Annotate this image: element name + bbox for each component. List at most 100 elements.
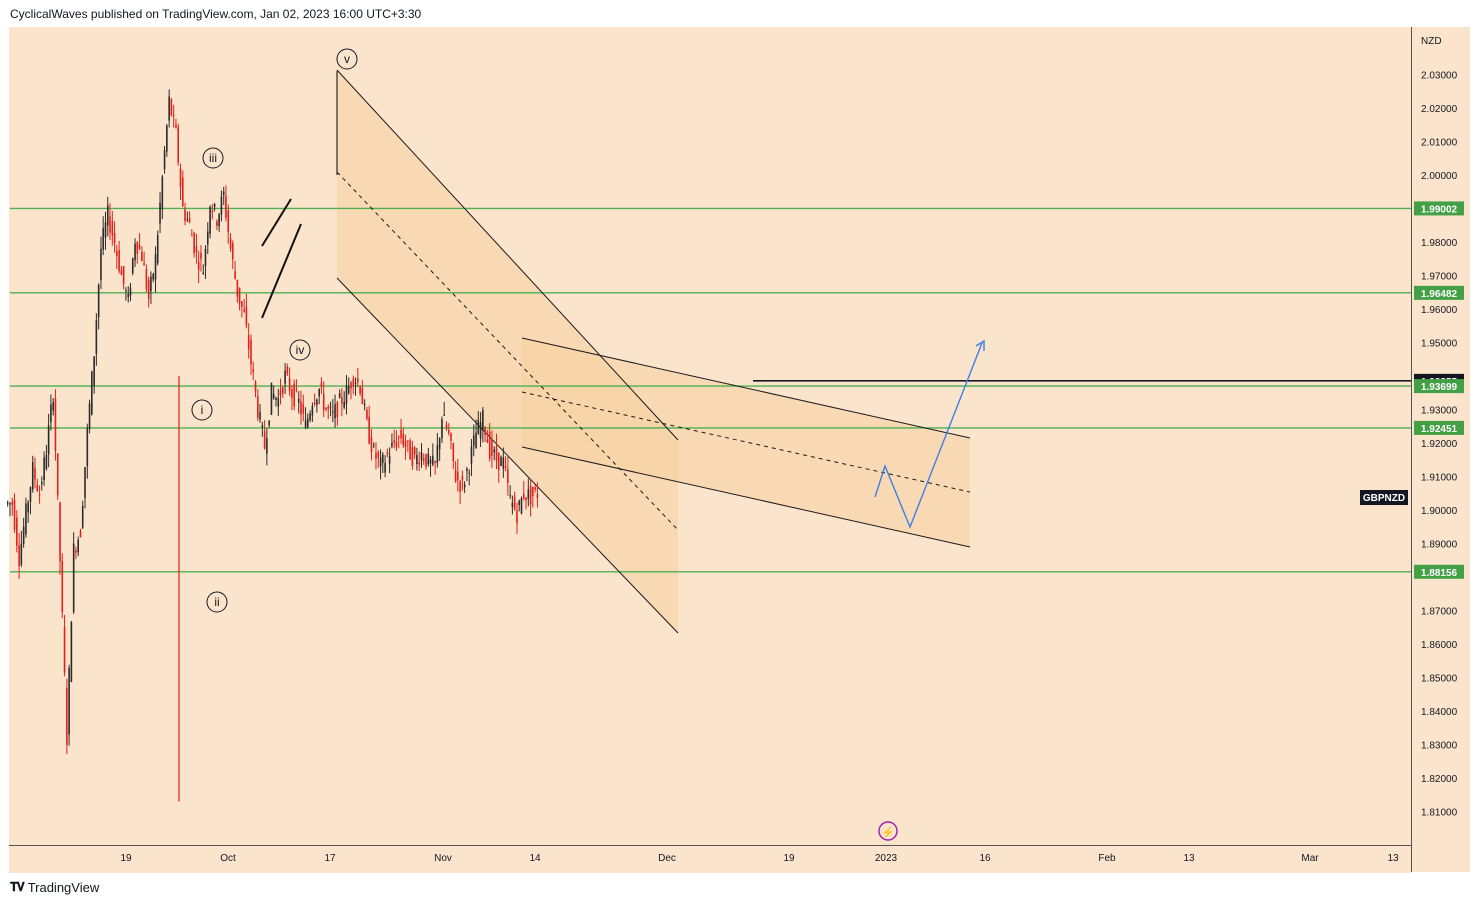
y-tick-label: 1.98000 — [1421, 238, 1458, 249]
candle-body — [507, 469, 509, 483]
candle-body — [382, 454, 384, 463]
y-tick-label: 2.02000 — [1421, 104, 1458, 115]
candle-body — [145, 269, 148, 289]
level-badge-label-5: 1.88156 — [1421, 568, 1458, 579]
candle-body — [91, 371, 93, 415]
wave-label-iii: iii — [209, 151, 217, 165]
wave-label-ii: ii — [214, 595, 219, 609]
candle-body — [329, 406, 332, 408]
level-badge-label-1: 1.96482 — [1421, 289, 1458, 300]
lightning-icon-ring — [878, 821, 898, 841]
wave-circle-ii — [206, 591, 228, 613]
candle-body — [238, 287, 241, 304]
candle-body — [395, 441, 398, 448]
candle-body — [16, 517, 18, 546]
candle-body — [416, 455, 418, 464]
candle-body — [277, 398, 280, 407]
y-tick-label: 1.97000 — [1421, 272, 1458, 283]
candle-body — [384, 462, 386, 473]
candle-body — [166, 125, 168, 152]
candle-body — [347, 386, 350, 394]
candle-body — [61, 561, 64, 612]
candle-body — [225, 195, 227, 218]
candle-body — [366, 409, 368, 419]
candle-body — [520, 497, 523, 514]
candle-body — [354, 383, 357, 385]
candle-body — [359, 386, 361, 394]
candle-body — [391, 442, 393, 447]
x-tick-label: 13 — [1183, 853, 1195, 864]
y-tick-label: 2.00000 — [1421, 171, 1458, 182]
time-axis[interactable] — [9, 845, 1411, 873]
candle-body — [38, 494, 41, 496]
candle-body — [245, 306, 248, 326]
candle-body — [322, 393, 325, 410]
publish-header: CyclicalWaves published on TradingView.c… — [10, 7, 422, 21]
y-tick-label: 1.91000 — [1421, 473, 1458, 484]
candle-body — [120, 270, 123, 275]
y-tick-label: 2.01000 — [1421, 138, 1458, 149]
candle-body — [438, 438, 441, 450]
candle-body — [168, 96, 170, 121]
x-tick-label: Oct — [220, 853, 236, 864]
candle-body — [311, 406, 314, 416]
candle-body — [222, 191, 225, 196]
candle-body — [352, 378, 355, 386]
candle-body — [284, 370, 286, 384]
candle-body — [11, 501, 14, 506]
candle-body — [450, 433, 452, 441]
price-axis[interactable] — [1411, 27, 1470, 872]
candle-body — [272, 393, 275, 399]
channel-mid-line — [336, 171, 679, 531]
candle-body — [293, 383, 295, 407]
candle-body — [413, 447, 416, 455]
symbol-badge — [1360, 490, 1408, 505]
candle-body — [18, 545, 20, 566]
candle-body — [204, 249, 207, 267]
candle-body — [379, 457, 382, 467]
candle-body — [41, 482, 43, 485]
candle-body — [286, 366, 289, 374]
candle-body — [493, 449, 496, 453]
candle-body — [529, 486, 532, 505]
candle-body — [261, 425, 264, 427]
candle-body — [470, 446, 473, 464]
candle-body — [243, 309, 245, 312]
y-tick-label: 1.93000 — [1421, 406, 1458, 417]
candle-body — [463, 484, 466, 488]
candle-body — [150, 276, 152, 292]
candle-body — [491, 440, 493, 456]
candle-body — [532, 486, 534, 497]
candle-body — [361, 388, 364, 405]
candle-body — [288, 378, 291, 392]
candle-body — [116, 251, 118, 256]
candle-body — [259, 412, 261, 420]
candle-body — [200, 252, 202, 260]
candle-body — [106, 205, 109, 226]
candle-body — [511, 502, 514, 508]
candle-body — [36, 484, 39, 491]
candle-body — [95, 320, 98, 354]
candle-body — [459, 481, 461, 492]
lightning-icon: ⚡ — [881, 826, 895, 839]
x-tick-label: 16 — [979, 853, 991, 864]
x-tick-label: 14 — [529, 853, 541, 864]
y-tick-label: 1.90000 — [1421, 506, 1458, 517]
candle-body — [136, 242, 139, 254]
footer[interactable]: 𝐓𝐕 TradingView — [10, 880, 99, 895]
candle-body — [534, 487, 536, 490]
candle-body — [300, 401, 302, 415]
candle-body — [516, 510, 518, 524]
candle-body — [309, 413, 311, 421]
candle-body — [161, 176, 164, 210]
wave-label-v: v — [344, 52, 350, 66]
y-tick-label: 1.85000 — [1421, 674, 1458, 685]
candle-body — [504, 466, 507, 468]
candle-body — [325, 407, 327, 410]
candle-body — [179, 168, 182, 187]
candle-body — [127, 294, 130, 298]
candle-body — [163, 150, 166, 170]
candle-body — [477, 419, 480, 434]
candle-body — [45, 454, 48, 469]
